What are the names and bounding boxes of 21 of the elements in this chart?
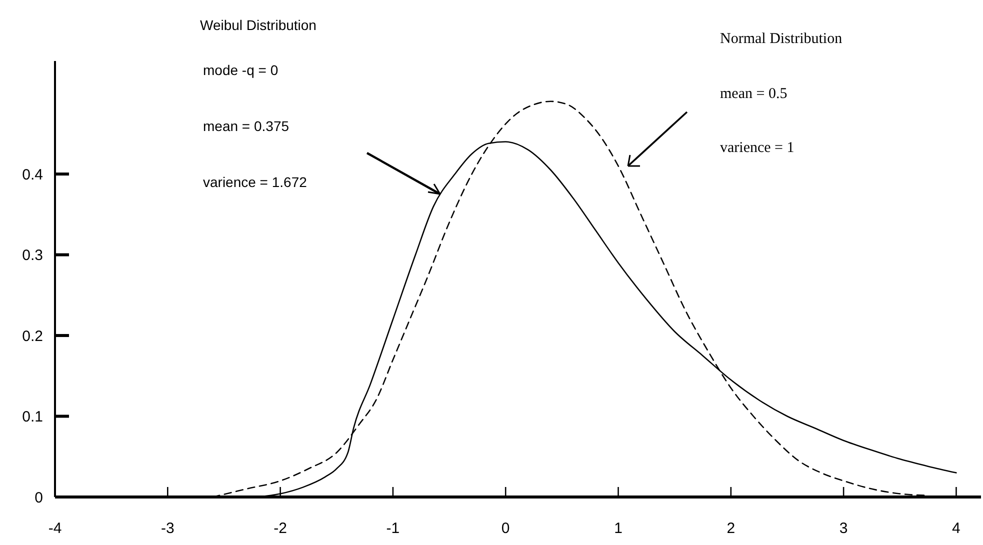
x-tick-label: 4 (952, 520, 960, 537)
annotation: mode -q = 0 (203, 62, 278, 78)
x-tick-label: 2 (726, 520, 736, 537)
text: Weibul Distribution (200, 17, 316, 33)
x-tick-label: 0 (501, 520, 510, 537)
y-tick-label: 0 (34, 489, 43, 506)
x-tick-label: 3 (839, 520, 848, 537)
y-tick-label: 0.4 (22, 166, 43, 184)
y-tick-label: 0.3 (22, 247, 43, 264)
x-tick-label: -4 (48, 520, 62, 537)
y-tick-label: 0.1 (22, 408, 43, 426)
x-tick-label: -3 (160, 520, 174, 537)
annotation: mean = 0.5 (720, 86, 788, 102)
annotation: mean = 0.375 (203, 118, 290, 134)
y-tick-label: 0.2 (22, 328, 43, 345)
x-tick-label: -1 (386, 520, 400, 537)
x-tick-label: 1 (614, 520, 622, 537)
x-tick-label: -2 (274, 520, 287, 537)
text: Normal Distribution (720, 31, 843, 47)
annotation: varience = 1.672 (203, 174, 308, 190)
annotation: varience = 1 (720, 140, 794, 156)
